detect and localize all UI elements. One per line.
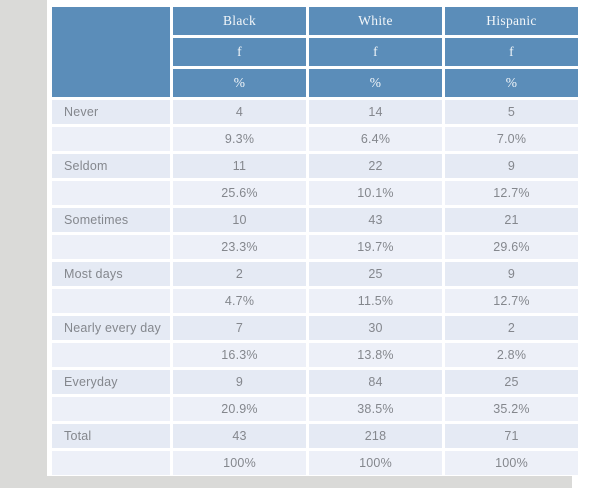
- table-row: 9.3% 6.4% 7.0%: [52, 127, 578, 151]
- cell-pct: 25.6%: [173, 181, 306, 205]
- col-header-black: Black: [173, 7, 306, 35]
- row-label: Most days: [52, 262, 170, 286]
- cell-f: 71: [445, 424, 578, 448]
- cell-f: 2: [173, 262, 306, 286]
- cell-pct: 12.7%: [445, 289, 578, 313]
- cell-f: 25: [309, 262, 442, 286]
- cell-f: 10: [173, 208, 306, 232]
- cell-pct: 4.7%: [173, 289, 306, 313]
- cell-pct: 35.2%: [445, 397, 578, 421]
- row-label: Everyday: [52, 370, 170, 394]
- cell-pct: 11.5%: [309, 289, 442, 313]
- col-header-hispanic: Hispanic: [445, 7, 578, 35]
- stub-header-cell: [52, 7, 170, 97]
- cell-f: 11: [173, 154, 306, 178]
- cell-f: 9: [445, 262, 578, 286]
- cell-pct: 9.3%: [173, 127, 306, 151]
- header-row-f: f f f: [52, 38, 578, 66]
- cell-f: 9: [445, 154, 578, 178]
- cell-f: 218: [309, 424, 442, 448]
- row-label-empty: [52, 127, 170, 151]
- table-row: 20.9% 38.5% 35.2%: [52, 397, 578, 421]
- cell-pct: 16.3%: [173, 343, 306, 367]
- cell-pct: 20.9%: [173, 397, 306, 421]
- cell-f: 5: [445, 100, 578, 124]
- cell-pct: 12.7%: [445, 181, 578, 205]
- cell-f: 43: [309, 208, 442, 232]
- cell-f: 4: [173, 100, 306, 124]
- row-label-empty: [52, 451, 170, 475]
- table-row: 100% 100% 100%: [52, 451, 578, 475]
- cell-f: 84: [309, 370, 442, 394]
- measure-header-f: f: [445, 38, 578, 66]
- table-row: Everyday 9 84 25: [52, 370, 578, 394]
- cell-f: 30: [309, 316, 442, 340]
- table-row: 23.3% 19.7% 29.6%: [52, 235, 578, 259]
- row-label-empty: [52, 235, 170, 259]
- cell-f: 21: [445, 208, 578, 232]
- cell-pct: 7.0%: [445, 127, 578, 151]
- row-label: Seldom: [52, 154, 170, 178]
- cell-pct: 2.8%: [445, 343, 578, 367]
- measure-header-f: f: [309, 38, 442, 66]
- table-row: Most days 2 25 9: [52, 262, 578, 286]
- measure-header-pct: %: [173, 69, 306, 97]
- page-bottom-margin: [0, 476, 572, 488]
- table-row: Sometimes 10 43 21: [52, 208, 578, 232]
- cell-pct: 38.5%: [309, 397, 442, 421]
- cell-pct: 13.8%: [309, 343, 442, 367]
- cell-f: 43: [173, 424, 306, 448]
- row-label-empty: [52, 343, 170, 367]
- cell-pct: 29.6%: [445, 235, 578, 259]
- cell-pct: 100%: [445, 451, 578, 475]
- page-left-margin: [0, 0, 47, 488]
- cell-f: 9: [173, 370, 306, 394]
- cell-f: 7: [173, 316, 306, 340]
- col-header-white: White: [309, 7, 442, 35]
- table-row: Total 43 218 71: [52, 424, 578, 448]
- row-label: Sometimes: [52, 208, 170, 232]
- row-label: Nearly every day: [52, 316, 170, 340]
- cell-pct: 100%: [309, 451, 442, 475]
- row-label-empty: [52, 181, 170, 205]
- table-row: Nearly every day 7 30 2: [52, 316, 578, 340]
- cell-f: 25: [445, 370, 578, 394]
- measure-header-f: f: [173, 38, 306, 66]
- cell-pct: 6.4%: [309, 127, 442, 151]
- row-label: Total: [52, 424, 170, 448]
- header-row-groups: Black White Hispanic: [52, 7, 578, 97]
- cell-f: 2: [445, 316, 578, 340]
- frequency-table: Black White Hispanic f f f % % % Never 4…: [49, 4, 581, 478]
- cell-pct: 10.1%: [309, 181, 442, 205]
- cell-f: 22: [309, 154, 442, 178]
- header-row-pct: % % %: [52, 69, 578, 97]
- row-label: Never: [52, 100, 170, 124]
- table-row: Seldom 11 22 9: [52, 154, 578, 178]
- cell-pct: 23.3%: [173, 235, 306, 259]
- cell-pct: 19.7%: [309, 235, 442, 259]
- measure-header-pct: %: [445, 69, 578, 97]
- cell-pct: 100%: [173, 451, 306, 475]
- row-label-empty: [52, 397, 170, 421]
- cell-f: 14: [309, 100, 442, 124]
- table-row: 16.3% 13.8% 2.8%: [52, 343, 578, 367]
- row-label-empty: [52, 289, 170, 313]
- measure-header-pct: %: [309, 69, 442, 97]
- table-row: 25.6% 10.1% 12.7%: [52, 181, 578, 205]
- table-row: 4.7% 11.5% 12.7%: [52, 289, 578, 313]
- table-row: Never 4 14 5: [52, 100, 578, 124]
